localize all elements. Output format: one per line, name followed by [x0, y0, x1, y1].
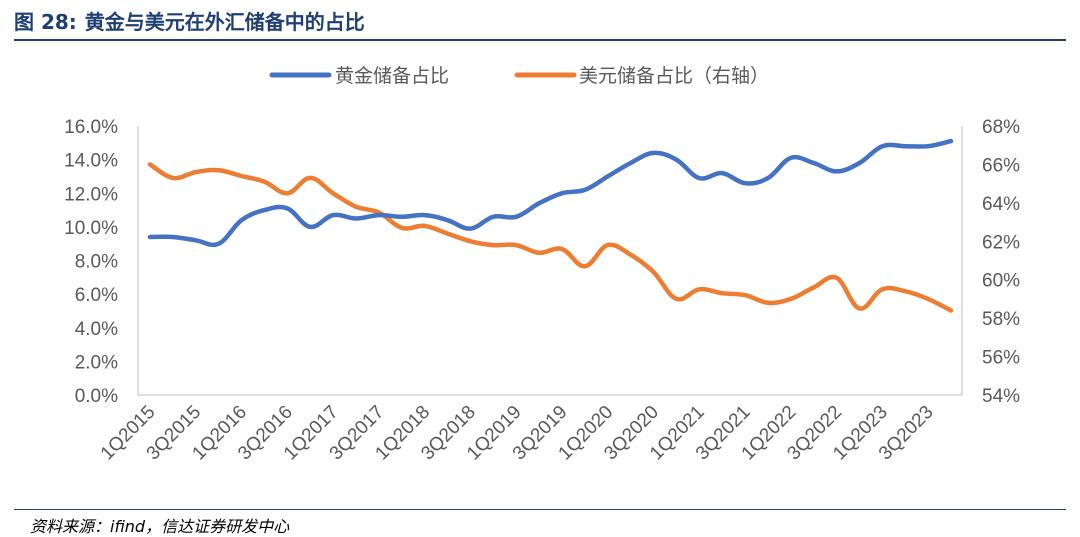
figure-title: 图 28: 黄金与美元在外汇储备中的占比	[14, 6, 373, 35]
left-tick-label: 10.0%	[64, 218, 118, 239]
right-tick-label: 66%	[982, 155, 1020, 176]
legend: 黄金储备占比 美元储备占比（右轴）	[269, 65, 769, 87]
left-tick-label: 14.0%	[64, 151, 118, 172]
right-axis-ticks: 54% 56% 58% 60% 62% 64% 66% 68%	[982, 117, 1020, 407]
series-lines	[147, 138, 954, 313]
footer-rule	[14, 509, 1066, 510]
right-tick-label: 56%	[982, 348, 1020, 369]
left-tick-label: 8.0%	[75, 252, 118, 273]
series-line-gold	[147, 138, 954, 248]
figure-title-text: 黄金与美元在外汇储备中的占比	[84, 10, 365, 34]
source-note: 资料来源：ifind，信达证券研发中心	[30, 517, 290, 536]
title-rule	[14, 39, 1066, 41]
left-tick-label: 16.0%	[64, 117, 118, 138]
right-tick-label: 58%	[982, 309, 1020, 330]
legend-label-usd: 美元储备占比（右轴）	[579, 65, 769, 87]
right-tick-label: 60%	[982, 271, 1020, 292]
left-tick-label: 0.0%	[75, 386, 118, 407]
chart-axes	[137, 126, 963, 396]
left-tick-label: 2.0%	[75, 352, 118, 373]
left-tick-label: 6.0%	[75, 285, 118, 306]
right-tick-label: 68%	[982, 117, 1020, 138]
left-tick-label: 12.0%	[64, 184, 118, 205]
legend-label-gold: 黄金储备占比	[335, 65, 449, 87]
right-tick-label: 54%	[982, 386, 1020, 407]
left-tick-label: 4.0%	[75, 319, 118, 340]
series-line-usd	[147, 162, 954, 313]
right-tick-label: 62%	[982, 232, 1020, 253]
x-axis-ticks: 1Q20153Q20151Q20163Q20161Q20173Q20171Q20…	[97, 402, 938, 465]
figure-number: 图 28:	[14, 10, 77, 34]
right-tick-label: 64%	[982, 194, 1020, 215]
left-axis-ticks: 0.0% 2.0% 4.0% 6.0% 8.0% 10.0% 12.0% 14.0% 16.0%	[64, 117, 118, 407]
